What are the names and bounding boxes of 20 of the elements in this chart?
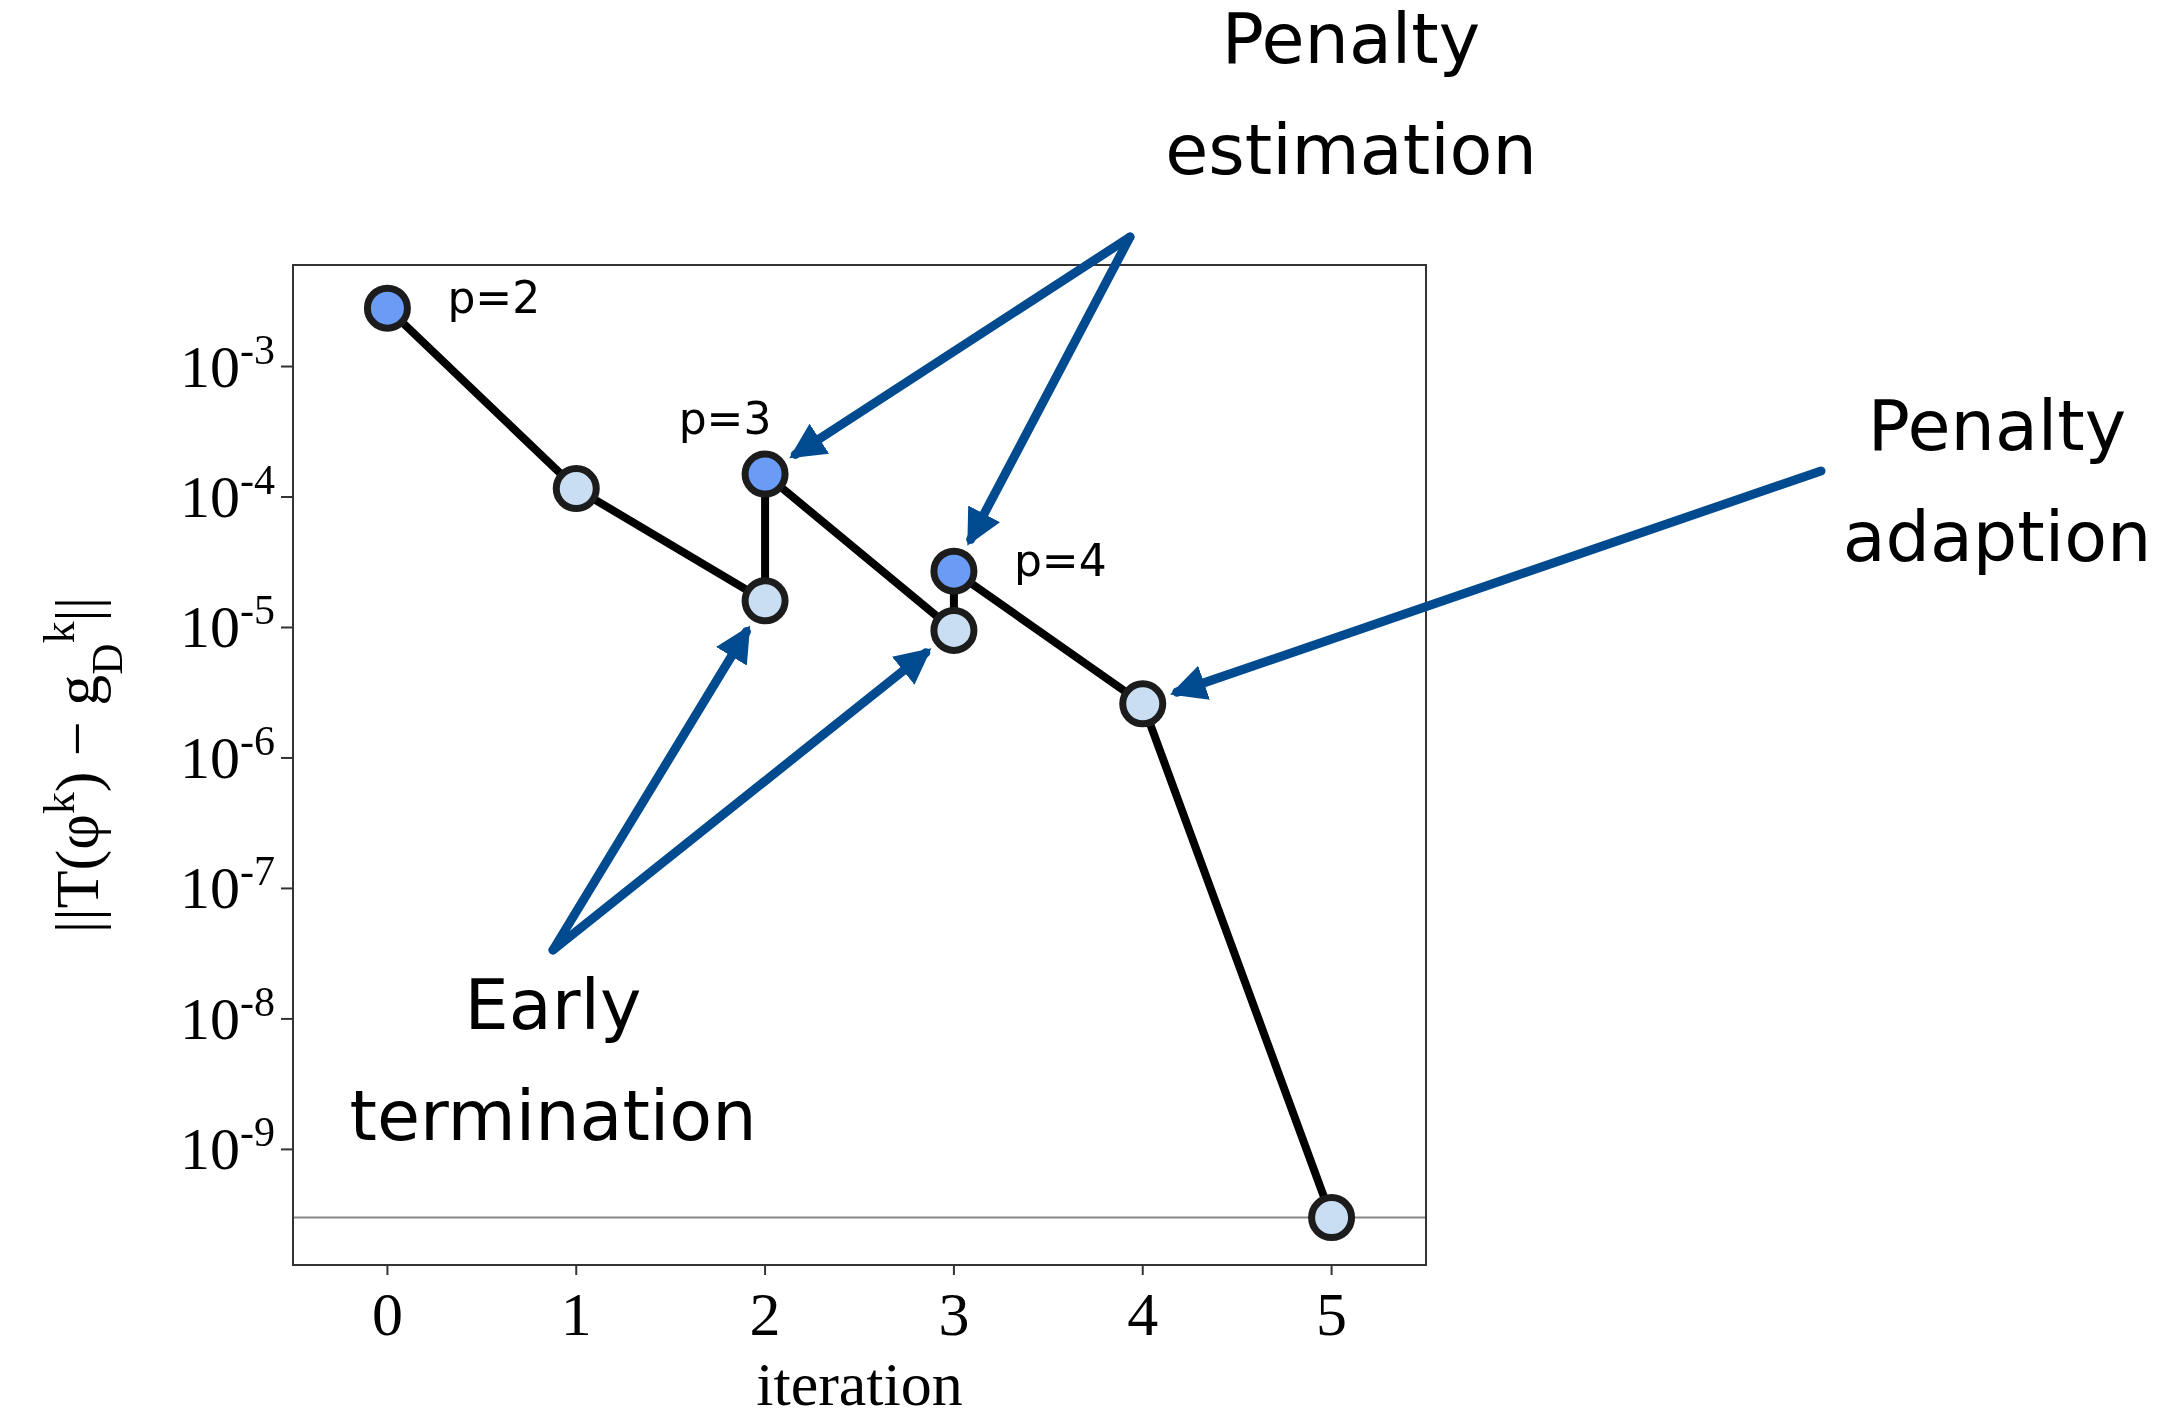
x-tick-label: 5 [1316, 1280, 1348, 1348]
annotation: p=3 [678, 393, 772, 445]
text: Penalty estimation [1165, 0, 1537, 191]
y-tick-label: 10$^{-6}$ [180, 717, 275, 791]
x-tick-label: 4 [1127, 1280, 1159, 1348]
x-tick-label: 2 [749, 1280, 781, 1348]
y-tick-label: 10$^{-7}$ [180, 848, 275, 922]
annotation: p=4 [1013, 535, 1107, 587]
x-tick-label: 0 [371, 1280, 403, 1348]
annotation: p=2 [447, 272, 541, 324]
y-tick-label: 10$^{-5}$ [180, 587, 275, 661]
y-tick-label: 10$^{-8}$ [180, 978, 275, 1052]
text: Penalty adaption [1842, 385, 2152, 578]
y-tick-label: 10$^{-4}$ [180, 457, 275, 531]
x-tick-label: 3 [938, 1280, 970, 1348]
y-tick-label: 10$^{-3}$ [180, 326, 275, 400]
y-tick-label: 10$^{-9}$ [180, 1109, 275, 1183]
annotation: Early termination [349, 964, 757, 1157]
x-axis-title: iteration [756, 1350, 963, 1416]
x-tick-label: 1 [560, 1280, 592, 1348]
